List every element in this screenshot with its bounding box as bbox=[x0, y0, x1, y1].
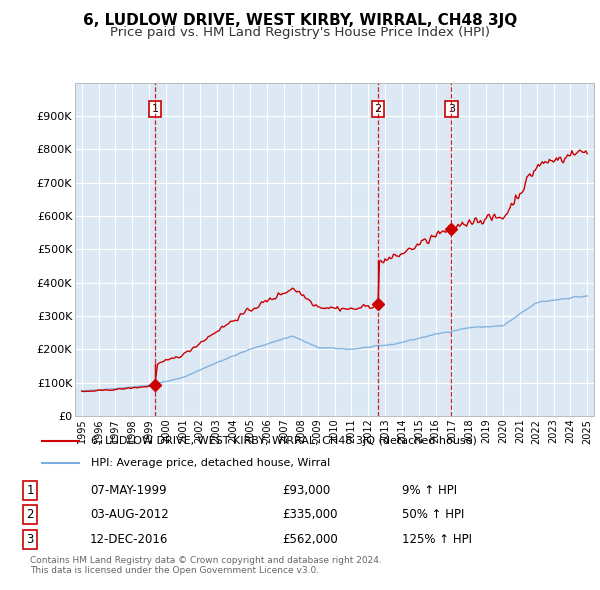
Text: £335,000: £335,000 bbox=[282, 508, 337, 522]
Text: 125% ↑ HPI: 125% ↑ HPI bbox=[402, 533, 472, 546]
Text: Price paid vs. HM Land Registry's House Price Index (HPI): Price paid vs. HM Land Registry's House … bbox=[110, 26, 490, 39]
Text: HPI: Average price, detached house, Wirral: HPI: Average price, detached house, Wirr… bbox=[91, 458, 330, 468]
Text: 3: 3 bbox=[26, 533, 34, 546]
Text: 6, LUDLOW DRIVE, WEST KIRBY, WIRRAL, CH48 3JQ: 6, LUDLOW DRIVE, WEST KIRBY, WIRRAL, CH4… bbox=[83, 13, 517, 28]
Text: 3: 3 bbox=[448, 104, 455, 114]
Text: 12-DEC-2016: 12-DEC-2016 bbox=[90, 533, 169, 546]
Text: 1: 1 bbox=[26, 484, 34, 497]
Text: 6, LUDLOW DRIVE, WEST KIRBY, WIRRAL, CH48 3JQ (detached house): 6, LUDLOW DRIVE, WEST KIRBY, WIRRAL, CH4… bbox=[91, 437, 476, 446]
Text: £93,000: £93,000 bbox=[282, 484, 330, 497]
Text: 2: 2 bbox=[374, 104, 382, 114]
Text: £562,000: £562,000 bbox=[282, 533, 338, 546]
Text: Contains HM Land Registry data © Crown copyright and database right 2024.
This d: Contains HM Land Registry data © Crown c… bbox=[30, 556, 382, 575]
Text: 1: 1 bbox=[152, 104, 158, 114]
Text: 07-MAY-1999: 07-MAY-1999 bbox=[90, 484, 167, 497]
Text: 50% ↑ HPI: 50% ↑ HPI bbox=[402, 508, 464, 522]
Text: 03-AUG-2012: 03-AUG-2012 bbox=[90, 508, 169, 522]
Text: 9% ↑ HPI: 9% ↑ HPI bbox=[402, 484, 457, 497]
Text: 2: 2 bbox=[26, 508, 34, 522]
